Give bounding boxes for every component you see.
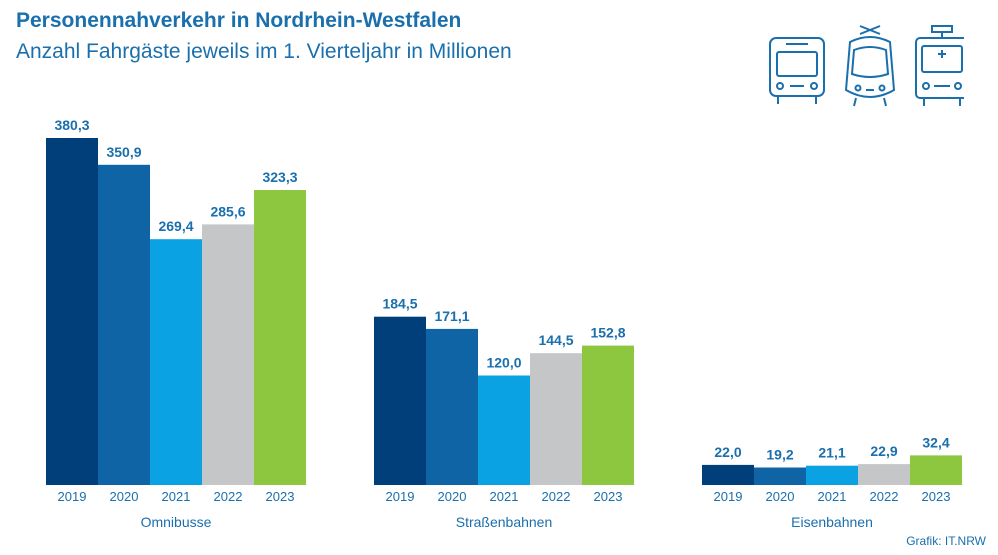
bar-eisenbahnen-2019 xyxy=(702,464,754,485)
chart-title: Personennahverkehr in Nordrhein-Westfale… xyxy=(16,9,462,32)
data-label: 22,9 xyxy=(870,443,897,459)
data-label: 22,0 xyxy=(714,444,741,460)
tram-icon xyxy=(844,25,896,107)
bar-eisenbahnen-2020 xyxy=(754,467,806,485)
bar-omnibusse-2019 xyxy=(46,138,98,485)
data-label: 350,9 xyxy=(106,144,141,160)
data-label: 285,6 xyxy=(210,203,245,219)
bar-omnibusse-2022 xyxy=(202,224,254,485)
bar-straßenbahnen-2022 xyxy=(530,353,582,485)
bar-omnibusse-2023 xyxy=(254,190,306,485)
data-label: 380,3 xyxy=(54,117,89,133)
year-tick-label: 2021 xyxy=(162,489,191,504)
bus-icon xyxy=(769,37,825,104)
data-label: 269,4 xyxy=(158,218,193,234)
year-tick-label: 2020 xyxy=(766,489,795,504)
bar-omnibusse-2020 xyxy=(98,164,150,486)
bar-straßenbahnen-2023 xyxy=(582,345,634,485)
group-label: Straßenbahnen xyxy=(456,514,553,530)
bar-straßenbahnen-2021 xyxy=(478,375,530,485)
year-tick-label: 2023 xyxy=(266,489,295,504)
data-label: 120,0 xyxy=(486,355,521,371)
source-note: Grafik: IT.NRW xyxy=(906,534,986,548)
data-label: 171,1 xyxy=(434,308,469,324)
year-tick-label: 2023 xyxy=(922,489,951,504)
bar-straßenbahnen-2019 xyxy=(374,316,426,485)
year-tick-label: 2019 xyxy=(58,489,87,504)
year-tick-label: 2022 xyxy=(542,489,571,504)
bar-eisenbahnen-2022 xyxy=(858,464,910,485)
year-tick-label: 2019 xyxy=(714,489,743,504)
year-tick-label: 2020 xyxy=(110,489,139,504)
data-label: 152,8 xyxy=(590,325,625,341)
chart-subtitle: Anzahl Fahrgäste jeweils im 1. Viertelja… xyxy=(16,40,512,63)
train-icon xyxy=(915,25,964,106)
year-tick-label: 2020 xyxy=(438,489,467,504)
vehicle-icons xyxy=(769,25,964,107)
data-label: 184,5 xyxy=(382,296,417,312)
data-label: 144,5 xyxy=(538,332,573,348)
year-tick-label: 2021 xyxy=(818,489,847,504)
bar-eisenbahnen-2023 xyxy=(910,455,962,485)
year-tick-label: 2021 xyxy=(490,489,519,504)
year-tick-label: 2019 xyxy=(386,489,415,504)
data-label: 19,2 xyxy=(766,447,793,463)
data-label: 32,4 xyxy=(922,434,949,450)
bar-eisenbahnen-2021 xyxy=(806,465,858,485)
data-label: 21,1 xyxy=(818,445,845,461)
year-tick-label: 2023 xyxy=(594,489,623,504)
bar-omnibusse-2021 xyxy=(150,239,202,485)
year-tick-label: 2022 xyxy=(870,489,899,504)
group-label: Omnibusse xyxy=(141,514,212,530)
group-label: Eisenbahnen xyxy=(791,514,873,530)
year-tick-label: 2022 xyxy=(214,489,243,504)
bar-straßenbahnen-2020 xyxy=(426,328,478,485)
data-label: 323,3 xyxy=(262,169,297,185)
